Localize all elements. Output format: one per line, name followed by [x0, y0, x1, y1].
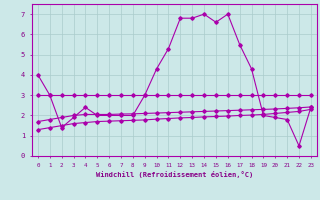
X-axis label: Windchill (Refroidissement éolien,°C): Windchill (Refroidissement éolien,°C): [96, 171, 253, 178]
